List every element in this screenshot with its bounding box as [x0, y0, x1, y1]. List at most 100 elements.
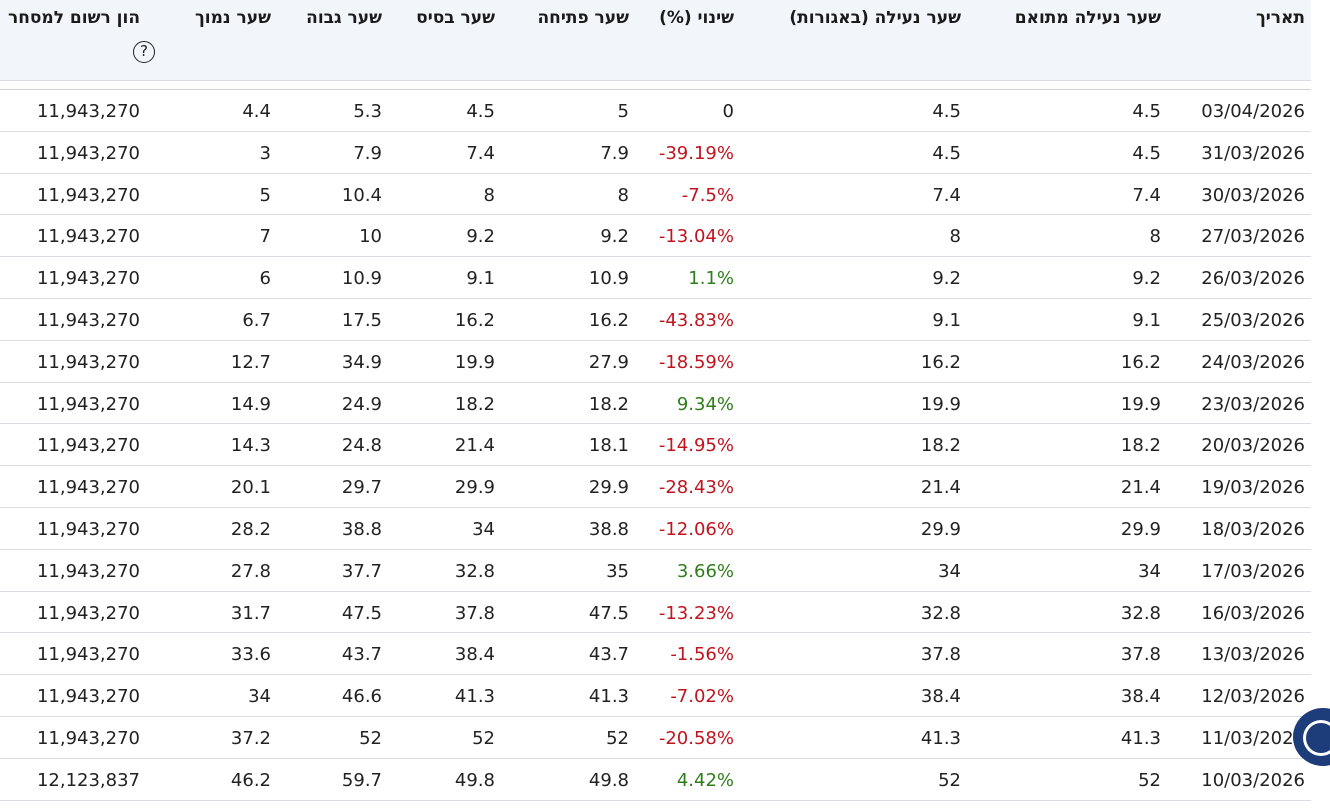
cell-date: 13/03/2026 [1201, 644, 1305, 666]
cell-base: 38.4 [454, 644, 495, 666]
cell-low: 34 [248, 686, 271, 708]
cell-change: -12.06% [658, 518, 734, 540]
table-row: 25/03/2026 9.1 9.1 -43.83% 16.2 16.2 17.5 6.7 11… [0, 299, 1311, 341]
cell-date: 17/03/2026 [1201, 560, 1305, 582]
header-registered-capital[interactable]: הון רשום למסחר [7, 8, 140, 28]
cell-close: 18.2 [920, 435, 961, 457]
cell-date: 10/03/2026 [1201, 769, 1305, 791]
cell-registered-capital: 11,943,270 [36, 560, 140, 582]
header-low[interactable]: שער נמוך [194, 8, 271, 28]
cell-close: 52 [938, 769, 961, 791]
header-adjusted-close[interactable]: שער נעילה מתואם [1014, 8, 1161, 28]
cell-low: 14.9 [230, 393, 271, 415]
cell-change: -13.04% [658, 226, 734, 248]
table-row: 24/03/2026 16.2 16.2 -18.59% 27.9 19.9 34.9 12.… [0, 341, 1311, 383]
cell-change: 1.1% [688, 268, 734, 290]
cell-base: 4.5 [466, 101, 495, 122]
cell-registered-capital: 11,943,270 [36, 142, 140, 164]
cell-open: 18.2 [588, 393, 629, 415]
cell-low: 33.6 [230, 644, 271, 666]
cell-low: 4.4 [242, 101, 271, 122]
table-header: תאריך שער נעילה מתואם שער נעילה (באגורות… [0, 0, 1311, 81]
cell-close: 8 [949, 226, 961, 248]
cell-date: 12/03/2026 [1201, 686, 1305, 708]
cell-open: 10.9 [588, 268, 629, 290]
cell-adjusted-close: 7.4 [1132, 184, 1161, 206]
cell-low: 14.3 [230, 435, 271, 457]
header-base[interactable]: שער בסיס [416, 8, 495, 28]
cell-open: 43.7 [588, 644, 629, 666]
cell-base: 37.8 [454, 602, 495, 624]
cell-low: 3 [259, 142, 271, 164]
cell-date: 11/03/2026 [1201, 727, 1305, 749]
header-open[interactable]: שער פתיחה [537, 8, 629, 28]
cell-adjusted-close: 8 [1149, 226, 1161, 248]
cell-close: 41.3 [920, 727, 961, 749]
cell-high: 24.8 [341, 435, 382, 457]
cell-base: 49.8 [454, 769, 495, 791]
cell-high: 47.5 [341, 602, 382, 624]
cell-close: 4.5 [932, 142, 961, 164]
cell-close: 32.8 [920, 602, 961, 624]
cell-date: 26/03/2026 [1201, 268, 1305, 290]
header-close[interactable]: שער נעילה (באגורות) [789, 8, 961, 28]
cell-high: 10.9 [341, 268, 382, 290]
cell-date: 03/04/2026 [1201, 101, 1305, 122]
cell-close: 9.1 [932, 309, 961, 331]
header-date[interactable]: תאריך [1255, 8, 1305, 28]
header-high[interactable]: שער גבוה [306, 8, 382, 28]
cell-change: 0 [722, 101, 734, 122]
cell-change: -1.56% [670, 644, 734, 666]
cell-change: -14.95% [658, 435, 734, 457]
cell-base: 34 [472, 518, 495, 540]
table-row: 17/03/2026 34 34 3.66% 35 32.8 37.7 27.8 11,943,… [0, 550, 1311, 592]
cell-base: 52 [472, 727, 495, 749]
help-icon[interactable]: ? [133, 41, 155, 63]
cell-date: 19/03/2026 [1201, 477, 1305, 499]
cell-high: 29.7 [341, 477, 382, 499]
cell-close: 19.9 [920, 393, 961, 415]
table-row: 18/03/2026 29.9 29.9 -12.06% 38.8 34 38.8 28.2 1… [0, 508, 1311, 550]
cell-adjusted-close: 9.2 [1132, 268, 1161, 290]
cell-registered-capital: 11,943,270 [36, 727, 140, 749]
cell-change: -18.59% [658, 351, 734, 373]
cell-adjusted-close: 4.5 [1132, 101, 1161, 122]
cell-date: 23/03/2026 [1201, 393, 1305, 415]
cell-change: -43.83% [658, 309, 734, 331]
cell-close: 21.4 [920, 477, 961, 499]
table-row: 03/04/2026 4.5 4.5 0 5 4.5 5.3 4.4 11,943,270 [0, 90, 1311, 132]
cell-high: 10 [359, 226, 382, 248]
cell-adjusted-close: 38.4 [1120, 686, 1161, 708]
cell-adjusted-close: 52 [1138, 769, 1161, 791]
header-change[interactable]: שינוי (%) [659, 8, 734, 28]
table-row: 12/03/2026 38.4 38.4 -7.02% 41.3 41.3 46.6 34 11… [0, 675, 1311, 717]
cell-low: 27.8 [230, 560, 271, 582]
cell-registered-capital: 11,943,270 [36, 644, 140, 666]
cell-open: 5 [617, 101, 629, 122]
cell-low: 6.7 [242, 309, 271, 331]
cell-change: -7.02% [670, 686, 734, 708]
cell-base: 19.9 [454, 351, 495, 373]
cell-close: 38.4 [920, 686, 961, 708]
table-row: 31/03/2026 4.5 4.5 -39.19% 7.9 7.4 7.9 3 11,943,… [0, 132, 1311, 174]
table-row: 20/03/2026 18.2 18.2 -14.95% 18.1 21.4 24.8 14.… [0, 424, 1311, 467]
cell-base: 41.3 [454, 686, 495, 708]
cell-open: 8 [617, 184, 629, 206]
cell-change: -13.23% [658, 602, 734, 624]
cell-open: 52 [606, 727, 629, 749]
cell-open: 41.3 [588, 686, 629, 708]
cell-high: 37.7 [341, 560, 382, 582]
cell-open: 35 [606, 560, 629, 582]
cell-open: 9.2 [600, 226, 629, 248]
table-row: 13/03/2026 37.8 37.8 -1.56% 43.7 38.4 43.7 33.6… [0, 633, 1311, 676]
cell-date: 18/03/2026 [1201, 518, 1305, 540]
cell-date: 31/03/2026 [1201, 142, 1305, 164]
cell-base: 18.2 [454, 393, 495, 415]
cell-adjusted-close: 21.4 [1120, 477, 1161, 499]
cell-high: 43.7 [341, 644, 382, 666]
cell-date: 20/03/2026 [1201, 435, 1305, 457]
cell-adjusted-close: 29.9 [1120, 518, 1161, 540]
cell-registered-capital: 11,943,270 [36, 351, 140, 373]
cell-open: 38.8 [588, 518, 629, 540]
cell-adjusted-close: 16.2 [1120, 351, 1161, 373]
